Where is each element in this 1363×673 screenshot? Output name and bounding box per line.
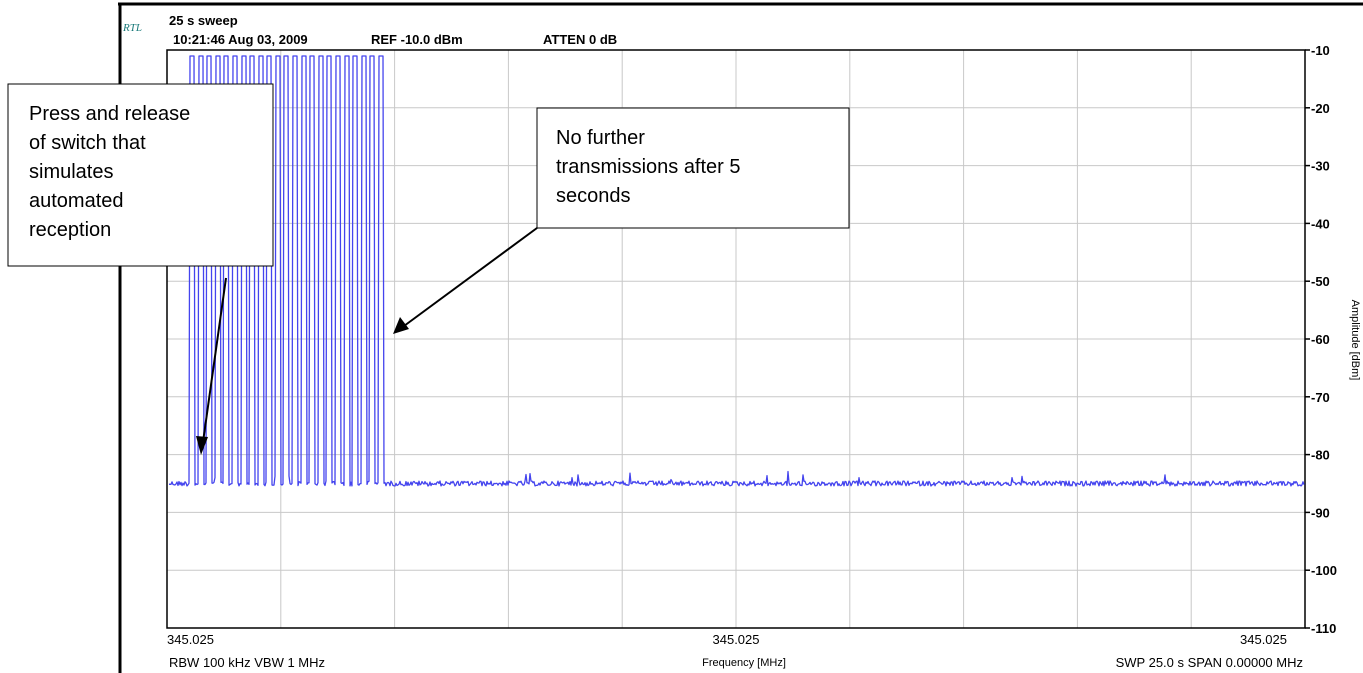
ref-level: REF -10.0 dBm <box>371 32 463 47</box>
annotation-left: Press and release of switch that simulat… <box>7 83 274 455</box>
y-tick-label: -30 <box>1311 159 1330 174</box>
trace <box>168 55 1305 487</box>
y-tick-label: -50 <box>1311 274 1330 289</box>
trace-line <box>168 55 1305 487</box>
annotation-left-line: automated <box>29 190 124 212</box>
sweep-span-readout: SWP 25.0 s SPAN 0.00000 MHz <box>1116 655 1303 670</box>
annotation-right-arrow <box>403 227 538 327</box>
x-tick-label: 345.025 <box>167 632 214 647</box>
y-tick-label: -60 <box>1311 332 1330 347</box>
arrowhead-icon <box>393 317 409 334</box>
y-tick-label: -70 <box>1311 390 1330 405</box>
annotation-left-box <box>7 83 274 267</box>
annotation-left-arrow <box>202 277 227 443</box>
y-tick-label: -40 <box>1311 216 1330 231</box>
annotation-right-line: transmissions after 5 <box>556 156 741 178</box>
rtl-logo: RTL <box>122 22 142 34</box>
annotation-left-line: reception <box>29 219 111 241</box>
attenuation: ATTEN 0 dB <box>543 32 617 47</box>
bandwidth-readout: RBW 100 kHz VBW 1 MHz <box>169 655 325 670</box>
annotation-left-line: simulates <box>29 161 113 183</box>
y-tick-label: -20 <box>1311 101 1330 116</box>
sweep-label: 25 s sweep <box>169 13 238 28</box>
annotation-right-line: No further <box>556 127 645 149</box>
y-tick-label: -80 <box>1311 448 1330 463</box>
y-axis-label: Amplitude [dBm] <box>1349 300 1361 381</box>
y-axis-ticks: -10 -20 -30 -40 -50 -60 -70 -80 -90 -100 -110 <box>1305 43 1337 636</box>
annotation-left-line: of switch that <box>29 132 146 154</box>
annotation-left-line: Press and release <box>29 103 190 125</box>
x-axis-ticks: 345.025 345.025 345.025 <box>167 632 1287 647</box>
y-tick-label: -110 <box>1311 621 1336 636</box>
x-axis-label: Frequency [MHz] <box>702 657 786 669</box>
annotation-right: No further transmissions after 5 seconds <box>393 107 850 334</box>
annotation-right-box <box>536 107 850 229</box>
y-tick-label: -10 <box>1311 43 1330 58</box>
y-tick-label: -100 <box>1311 563 1337 578</box>
timestamp: 10:21:46 Aug 03, 2009 <box>173 32 308 47</box>
x-tick-label: 345.025 <box>1240 632 1287 647</box>
arrowhead-icon <box>196 436 208 455</box>
y-tick-label: -90 <box>1311 505 1330 520</box>
annotation-right-line: seconds <box>556 185 631 207</box>
x-tick-label: 345.025 <box>713 632 760 647</box>
